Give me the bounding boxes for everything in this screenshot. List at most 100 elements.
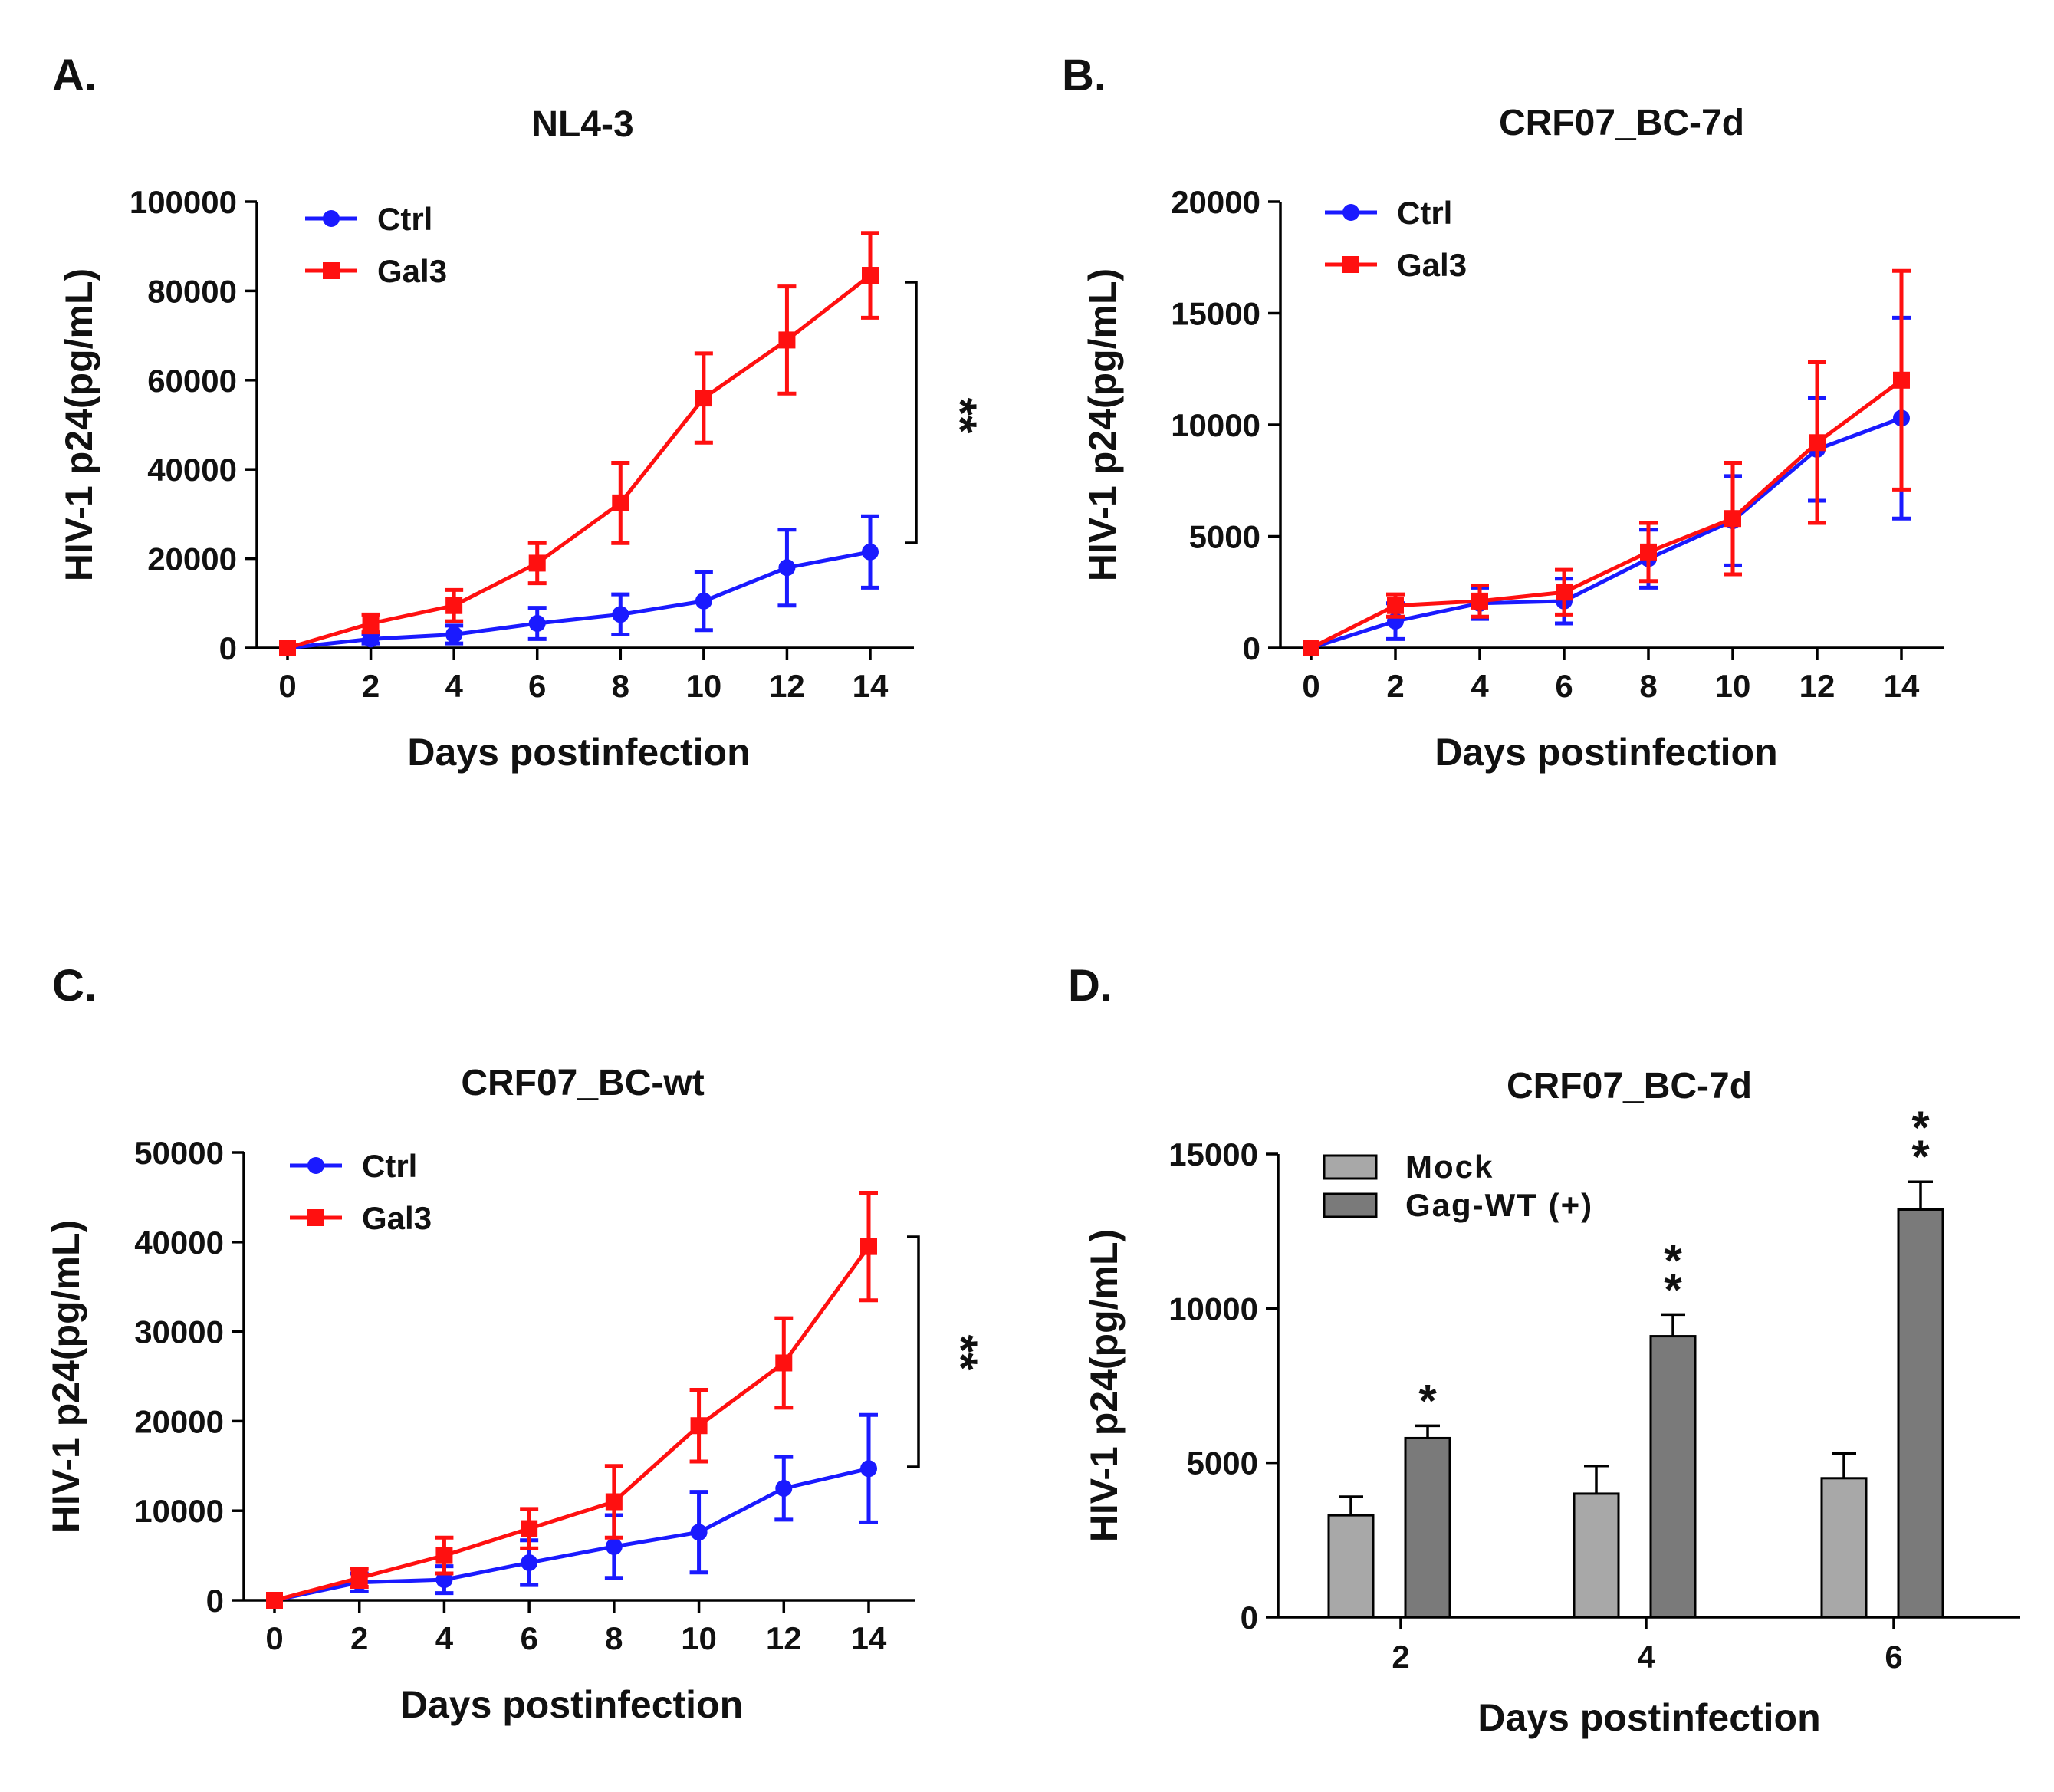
data-point <box>778 559 796 577</box>
data-point <box>1556 584 1573 601</box>
bar-gag-wt <box>1897 1208 1944 1619</box>
series-gal3 <box>279 231 879 656</box>
legend-marker <box>307 1209 324 1226</box>
y-tick-label: 0 <box>1243 630 1260 666</box>
data-point <box>1303 640 1319 656</box>
x-tick-label: 4 <box>445 668 463 704</box>
data-point <box>690 1417 708 1435</box>
data-point <box>445 597 463 614</box>
data-point <box>350 1569 368 1586</box>
significance-star: * <box>1418 1375 1437 1426</box>
x-axis-title: Days postinfection <box>407 731 750 774</box>
data-point <box>435 1571 453 1589</box>
x-tick-label: 2 <box>1392 1639 1409 1675</box>
x-tick-label: 4 <box>435 1620 454 1656</box>
panel-label: D. <box>1068 961 1112 1011</box>
legend-marker <box>1342 256 1359 273</box>
series-line <box>274 1245 871 1603</box>
data-point <box>521 1554 538 1571</box>
series-line <box>287 274 872 650</box>
data-point <box>612 494 629 511</box>
x-tick-label: 12 <box>769 668 805 704</box>
x-tick-label: 12 <box>1799 668 1835 704</box>
legend-label: Ctrl <box>377 201 432 237</box>
bar-mock <box>1573 1492 1620 1619</box>
panel-c: C. CRF07_BC-wt 0 2 4 6 8 10 12 14 0 10000 20000 30000… <box>44 961 987 1726</box>
series-gal3 <box>1303 268 1911 656</box>
x-tick-label: 6 <box>520 1620 537 1656</box>
data-point <box>605 1537 623 1555</box>
data-point <box>862 543 879 561</box>
series-gal3 <box>266 1191 878 1609</box>
panel-d: D.CRF07_BC-7d0500010000150002*4**6******… <box>1068 961 2020 1739</box>
x-tick-label: 0 <box>278 668 296 704</box>
legend-label: Ctrl <box>1397 195 1452 231</box>
y-tick-label: 0 <box>1241 1600 1258 1636</box>
legend-marker <box>323 210 340 227</box>
panel-label: A. <box>52 51 97 100</box>
x-tick-label: 6 <box>1555 668 1573 704</box>
panel-label: B. <box>1062 51 1106 100</box>
panel-b: B. CRF07_BC-7d 0 2 4 6 8 10 12 14 0 5000 10000 15000 2… <box>1062 51 1944 774</box>
data-point <box>605 1493 623 1511</box>
y-tick-label: 10000 <box>1171 407 1260 443</box>
x-tick-label: 6 <box>528 668 546 704</box>
y-tick-label: 5000 <box>1189 519 1260 555</box>
x-tick-label: 0 <box>265 1620 283 1656</box>
data-point <box>266 1592 283 1609</box>
y-tick-label: 40000 <box>147 452 237 488</box>
x-tick-label: 4 <box>1637 1639 1655 1675</box>
chart-title: CRF07_BC-wt <box>461 1063 704 1103</box>
significance-label: ** <box>935 398 986 434</box>
series-line <box>287 550 871 650</box>
y-tick-label: 10000 <box>1168 1291 1258 1327</box>
y-tick-label: 80000 <box>147 273 237 309</box>
bar-mock <box>1327 1514 1375 1619</box>
y-tick-label: 50000 <box>134 1135 224 1171</box>
y-tick-label: 40000 <box>134 1225 224 1261</box>
data-point <box>862 267 879 284</box>
significance-star: * <box>1911 1131 1930 1182</box>
data-point <box>695 592 712 610</box>
data-point <box>362 630 380 648</box>
x-tick-label: 10 <box>1715 668 1751 704</box>
data-point <box>1471 592 1488 610</box>
series-ctrl <box>279 514 879 656</box>
x-axis-title: Days postinfection <box>400 1683 743 1726</box>
significance-star: * <box>1664 1264 1682 1315</box>
data-point <box>445 626 463 643</box>
bar-gag-wt <box>1404 1436 1451 1619</box>
x-tick-label: 10 <box>685 668 721 704</box>
legend-label: Gal3 <box>362 1200 432 1236</box>
data-point <box>279 640 296 656</box>
y-axis-title: HIV-1 p24(pg/mL) <box>58 268 100 581</box>
significance-bracket <box>905 281 918 544</box>
y-axis-title: HIV-1 p24(pg/mL) <box>1083 1229 1126 1542</box>
x-tick-label: 4 <box>1471 668 1489 704</box>
legend-label: Mock <box>1405 1149 1494 1185</box>
significance-star: * <box>1664 1235 1682 1286</box>
significance-star: * <box>1911 1102 1930 1153</box>
x-tick-label: 14 <box>853 668 889 704</box>
data-point <box>435 1547 453 1564</box>
x-tick-label: 12 <box>766 1620 802 1656</box>
data-point <box>778 331 796 349</box>
data-point <box>1640 543 1657 561</box>
legend-marker <box>323 262 340 279</box>
data-point <box>860 1238 877 1255</box>
series-line <box>1310 378 1903 650</box>
y-tick-label: 15000 <box>1168 1136 1258 1172</box>
legend-swatch <box>1323 1192 1378 1218</box>
x-tick-label: 8 <box>605 1620 623 1656</box>
x-tick-label: 14 <box>1884 668 1920 704</box>
panel-label: C. <box>52 961 97 1011</box>
legend-label: Ctrl <box>362 1148 417 1184</box>
y-tick-label: 5000 <box>1187 1445 1258 1481</box>
data-point <box>612 606 629 623</box>
x-axis-title: Days postinfection <box>1477 1696 1820 1739</box>
data-point <box>860 1460 877 1478</box>
x-tick-label: 10 <box>681 1620 717 1656</box>
legend-swatch <box>1323 1154 1378 1180</box>
x-tick-label: 2 <box>350 1620 368 1656</box>
